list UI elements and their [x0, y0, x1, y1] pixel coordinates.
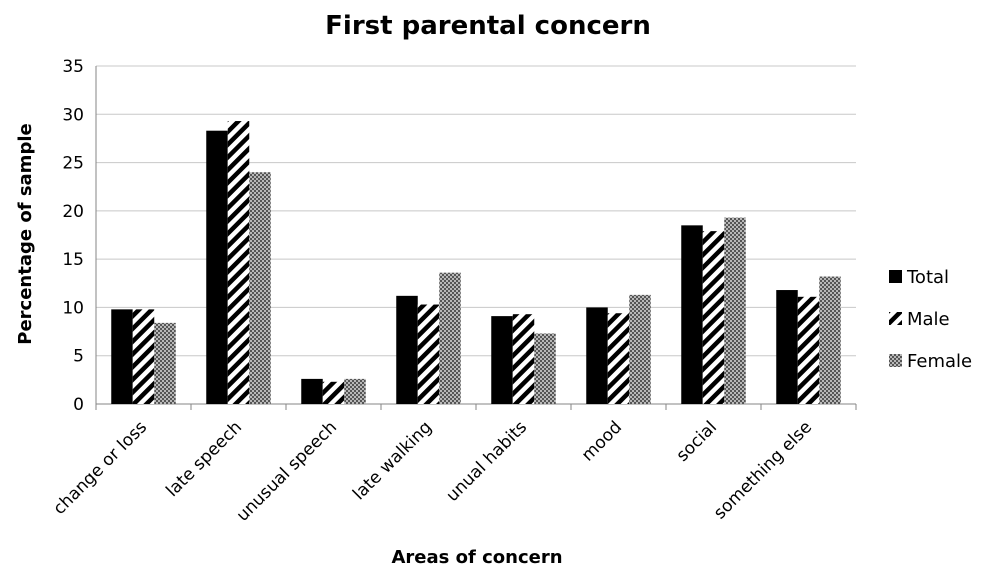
x-tick-label: late speech	[162, 417, 246, 501]
bar-total	[491, 316, 513, 404]
legend-swatch-male	[889, 312, 902, 325]
y-tick-label: 15	[62, 250, 84, 270]
y-axis-title: Percentage of sample	[15, 123, 36, 344]
legend-swatch-female	[889, 354, 902, 367]
bar-female	[249, 172, 271, 404]
y-tick-label: 5	[73, 347, 84, 367]
bar-male	[132, 309, 155, 404]
legend-label-male: Male	[907, 309, 950, 330]
legend-label-total: Total	[906, 267, 949, 288]
bar-female	[439, 272, 461, 404]
x-tick-label: late walking	[349, 417, 436, 504]
bar-male	[227, 121, 250, 404]
y-tick-label: 20	[62, 202, 84, 222]
y-tick-label: 25	[62, 154, 84, 174]
x-tick-label: social	[673, 417, 721, 465]
bar-female	[344, 378, 366, 404]
bar-male	[417, 304, 440, 404]
x-axis-title: Areas of concern	[391, 547, 562, 567]
bar-male	[797, 296, 820, 404]
bar-female	[629, 294, 651, 404]
legend: Total Male Female	[889, 267, 972, 372]
x-tick-label: mood	[578, 417, 626, 465]
bar-female	[819, 276, 841, 404]
bar-total	[681, 225, 703, 404]
y-tick-label: 10	[62, 298, 84, 318]
bar-male	[512, 314, 535, 404]
bar-total	[111, 309, 133, 404]
x-tick-label: change or loss	[49, 417, 151, 519]
bar-total	[301, 378, 323, 404]
y-tick-label: 30	[62, 105, 84, 125]
y-axis-ticks: 0 5 10 15 20 25 30 35	[62, 57, 84, 415]
bar-total	[396, 295, 418, 404]
bar-female	[154, 322, 176, 404]
bars	[111, 121, 841, 404]
bar-male	[322, 381, 345, 404]
bar-female	[724, 217, 746, 404]
legend-label-female: Female	[907, 351, 972, 372]
bar-total	[206, 130, 228, 404]
bar-male	[607, 313, 630, 404]
chart-title: First parental concern	[325, 11, 651, 41]
bar-male	[702, 231, 725, 404]
y-tick-label: 35	[62, 57, 84, 77]
bar-total	[586, 307, 608, 404]
bar-female	[534, 333, 556, 404]
x-tick-label: something else	[710, 417, 816, 523]
legend-swatch-total	[889, 270, 902, 283]
x-tick-label: unusual speech	[233, 417, 341, 525]
y-tick-label: 0	[73, 395, 84, 415]
bar-total	[776, 290, 798, 404]
x-tick-label: unual habits	[443, 417, 532, 506]
